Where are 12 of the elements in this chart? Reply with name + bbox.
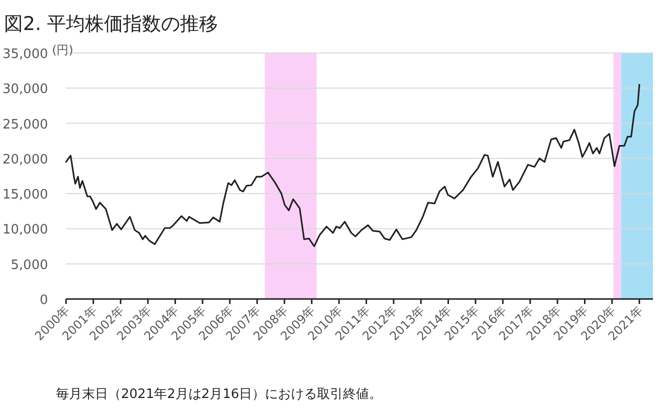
y-tick-label: 5,000: [10, 258, 48, 273]
y-tick-label: 0: [40, 293, 48, 308]
line-series: [65, 84, 640, 248]
y-tick-label: 15,000: [2, 188, 48, 203]
y-tick-label: 30,000: [2, 82, 48, 98]
text: 毎月末日（2021年2月は2月16日）における取引終値。: [56, 387, 382, 402]
y-tick-label: 35,000: [2, 47, 48, 62]
y-axis-title: (円): [52, 43, 74, 57]
chart-title: 図2. 平均株価指数の推移: [4, 13, 218, 35]
y-tick-label: 10,000: [2, 222, 48, 238]
y-tick-label: 25,000: [2, 117, 48, 132]
y-tick-label: 20,000: [2, 152, 48, 168]
